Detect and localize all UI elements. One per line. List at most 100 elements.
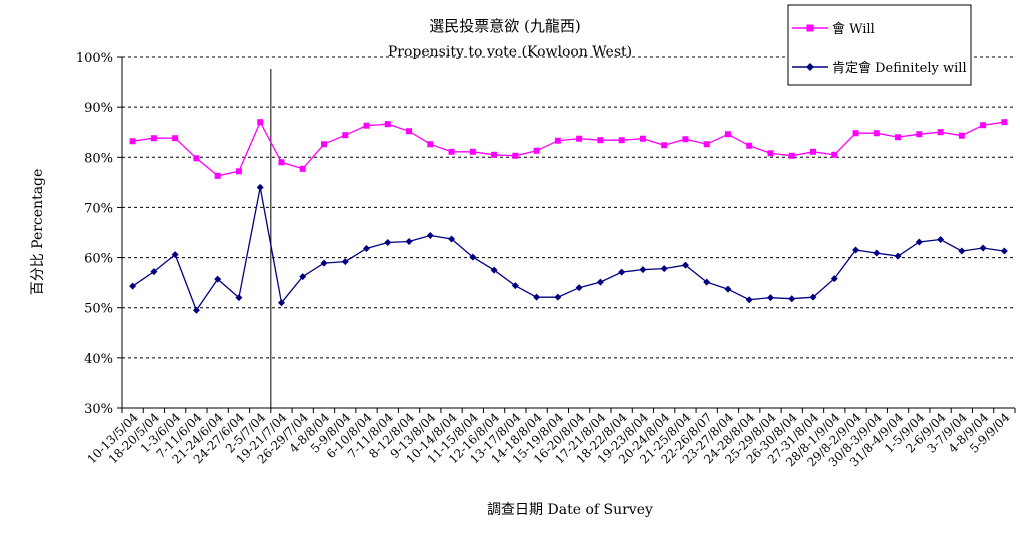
data-point-will — [682, 136, 689, 143]
data-point-will — [661, 142, 668, 149]
series-line-will — [132, 120, 1005, 177]
data-point-definitely-will — [852, 246, 860, 254]
y-tick-label: 60% — [84, 252, 113, 267]
data-point-will — [724, 131, 731, 138]
legend-marker-definitely — [806, 63, 814, 71]
data-point-definitely-will — [788, 295, 796, 303]
data-point-will — [980, 122, 987, 129]
data-point-will — [448, 148, 455, 155]
data-point-will — [852, 130, 859, 137]
data-point-definitely-will — [448, 235, 456, 243]
data-point-will — [172, 135, 179, 142]
data-point-will — [937, 129, 944, 136]
legend-label-will: 會 Will — [832, 22, 875, 37]
data-point-will — [895, 134, 902, 141]
data-point-definitely-will — [979, 244, 987, 252]
data-point-definitely-will — [894, 252, 902, 260]
data-point-will — [533, 147, 540, 154]
data-point-will — [427, 141, 434, 148]
data-point-definitely-will — [681, 261, 689, 269]
data-point-definitely-will — [511, 282, 519, 290]
data-point-will — [384, 121, 391, 128]
data-point-definitely-will — [384, 239, 392, 247]
data-point-will — [235, 168, 242, 175]
data-point-will — [363, 122, 370, 129]
data-point-will — [618, 137, 625, 144]
data-point-will — [193, 155, 200, 162]
data-point-will — [597, 137, 604, 144]
data-point-definitely-will — [320, 259, 328, 267]
chart-title: 選民投票意欲 (九龍西) — [429, 17, 580, 35]
series-line-definitely-will — [132, 187, 1005, 312]
y-axis-ticks: 30% 40% 50% 60% 70% 80% 90% 100% — [76, 51, 122, 417]
data-point-definitely-will — [214, 275, 222, 283]
data-point-definitely-will — [1000, 247, 1008, 255]
data-point-will — [639, 135, 646, 142]
x-axis-label: 調查日期 Date of Survey — [487, 502, 653, 518]
data-point-definitely-will — [235, 294, 243, 302]
data-point-definitely-will — [937, 236, 945, 244]
data-point-will — [958, 132, 965, 139]
data-point-will — [788, 152, 795, 159]
data-point-definitely-will — [596, 278, 604, 286]
y-tick-label: 30% — [84, 402, 113, 417]
data-point-will — [320, 141, 327, 148]
data-point-will — [1001, 119, 1008, 126]
data-point-definitely-will — [703, 278, 711, 286]
data-point-definitely-will — [426, 232, 434, 240]
data-point-definitely-will — [341, 258, 349, 266]
data-point-definitely-will — [171, 251, 179, 259]
data-point-definitely-will — [830, 275, 838, 283]
data-point-will — [576, 135, 583, 142]
data-point-definitely-will — [533, 293, 541, 301]
data-point-will — [746, 142, 753, 149]
data-point-will — [278, 159, 285, 166]
data-point-will — [554, 137, 561, 144]
data-point-will — [257, 119, 264, 126]
data-point-definitely-will — [639, 266, 647, 274]
y-axis-label: 百分比 Percentage — [30, 169, 46, 296]
y-tick-label: 40% — [84, 352, 113, 367]
data-point-definitely-will — [766, 294, 774, 302]
data-point-will — [129, 138, 136, 145]
data-point-definitely-will — [809, 293, 817, 301]
data-point-definitely-will — [469, 253, 477, 261]
y-tick-label: 70% — [84, 201, 113, 216]
x-axis-ticks: 10-13/5/0418-20/5/041-3/6/047-11/6/0421-… — [84, 408, 1016, 469]
data-point-definitely-will — [490, 266, 498, 274]
data-point-definitely-will — [192, 306, 200, 314]
data-point-will — [831, 151, 838, 158]
legend-label-definitely: 肯定會 Definitely will — [832, 61, 967, 76]
data-point-will — [916, 131, 923, 138]
legend-box — [787, 4, 972, 86]
y-tick-label: 80% — [84, 151, 113, 166]
data-point-definitely-will — [363, 245, 371, 253]
data-point-definitely-will — [129, 282, 137, 290]
data-point-definitely-will — [277, 299, 285, 307]
legend: 會 Will 肯定會 Definitely will — [787, 4, 972, 86]
data-point-will — [406, 128, 413, 135]
data-point-will — [299, 165, 306, 172]
data-point-will — [810, 148, 817, 155]
data-point-definitely-will — [575, 284, 583, 292]
data-point-will — [703, 141, 710, 148]
data-point-definitely-will — [745, 296, 753, 304]
data-point-definitely-will — [660, 265, 668, 273]
data-point-will — [873, 130, 880, 137]
data-point-definitely-will — [554, 293, 562, 301]
data-point-will — [767, 150, 774, 157]
data-point-definitely-will — [405, 238, 413, 246]
data-point-will — [469, 148, 476, 155]
data-point-will — [214, 172, 221, 179]
series-group — [129, 119, 1008, 314]
data-point-definitely-will — [150, 268, 158, 276]
data-point-will — [150, 135, 157, 142]
data-point-will — [342, 132, 349, 139]
chart-subtitle: Propensity to vote (Kowloon West) — [388, 44, 632, 60]
data-point-definitely-will — [618, 268, 626, 276]
data-point-definitely-will — [873, 249, 881, 257]
data-point-definitely-will — [256, 183, 264, 191]
data-point-definitely-will — [724, 285, 732, 293]
y-tick-label: 100% — [76, 51, 113, 66]
